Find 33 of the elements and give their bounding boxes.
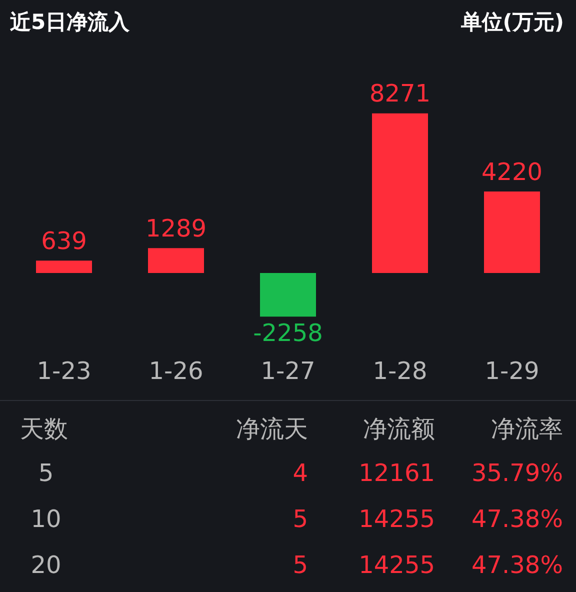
bar [148, 248, 204, 273]
text: 20 [30, 551, 62, 579]
text: 5 [292, 551, 308, 579]
text: 10 [30, 505, 62, 533]
text: 4 [292, 459, 308, 487]
bar [36, 260, 92, 273]
bar [260, 273, 316, 317]
chart-title: 近5日净流入 [10, 9, 130, 36]
x-tick-label: 1-28 [372, 356, 428, 385]
text: 天数 [20, 414, 68, 445]
text: 5 [37, 459, 55, 487]
text: 47.38% [471, 505, 563, 533]
text: 5 [292, 505, 308, 533]
text: 净流天 [236, 414, 308, 445]
data-label: 8271 [369, 80, 431, 108]
bar [484, 192, 540, 273]
x-tick-label: 1-23 [36, 356, 92, 385]
data-label: -2258 [253, 318, 323, 347]
x-tick-label: 1-29 [484, 356, 540, 385]
text: 12161 [358, 459, 435, 487]
text: 35.79% [471, 459, 563, 487]
text: 14255 [358, 505, 435, 533]
data-label: 4220 [481, 158, 543, 186]
x-tick-label: 1-26 [148, 356, 204, 385]
text: 净流率 [491, 414, 563, 445]
data-label: 639 [41, 226, 87, 255]
data-label: 1289 [145, 214, 207, 242]
chart-subtitle: 单位(万元) [460, 9, 564, 36]
text: 47.38% [471, 551, 563, 579]
text: 净流额 [363, 414, 435, 445]
bar [372, 113, 428, 273]
x-tick-label: 1-27 [260, 356, 316, 385]
text: 14255 [358, 551, 435, 579]
